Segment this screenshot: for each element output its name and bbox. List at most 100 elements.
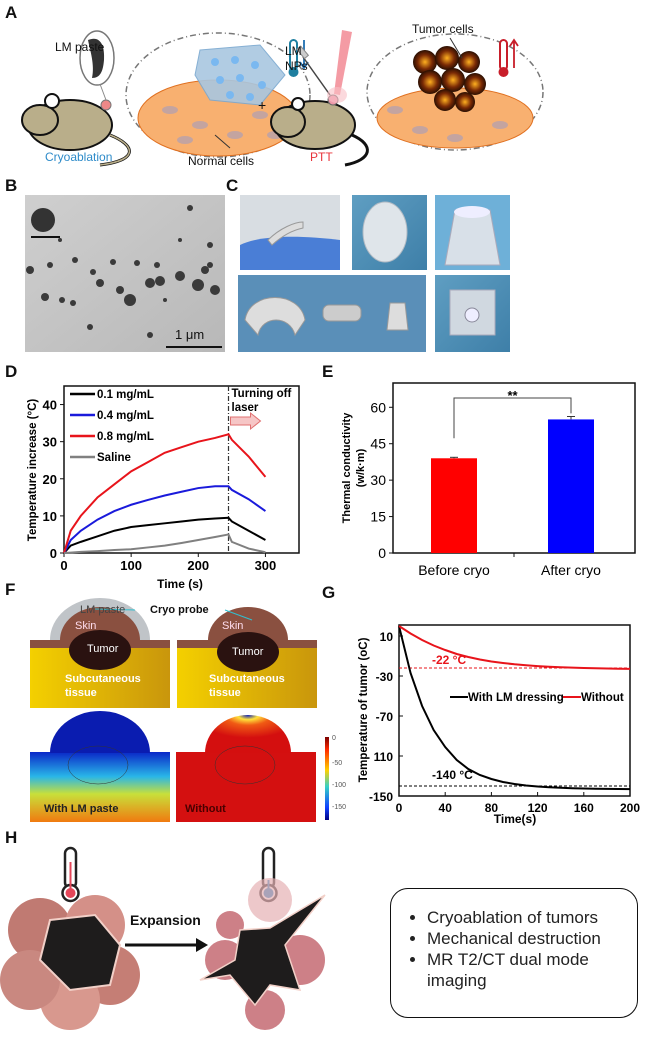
- normal-cells-pointer: [214, 134, 231, 149]
- panel-label-g: G: [322, 583, 336, 602]
- y-tick-label-e: 45: [370, 436, 386, 452]
- x-tick-label-g: 80: [485, 801, 499, 815]
- expansion-arrow: [125, 938, 208, 952]
- y-axis-label-d: Temperature increase (°C): [27, 399, 39, 542]
- significance-bracket: [453, 397, 572, 439]
- legend-label-g: Without: [581, 692, 624, 704]
- with-lm-paste-label: With LM paste: [44, 803, 119, 815]
- skin-label-left: Skin: [75, 620, 97, 632]
- series-line-d: [63, 433, 267, 554]
- plot-frame-d: [63, 385, 300, 554]
- arrow-icon: [230, 411, 262, 431]
- schematic-with-lm-paste: [30, 598, 170, 708]
- legend-label-d: 0.8 mg/mL: [97, 431, 154, 443]
- outcomes-box: Cryoablation of tumors Mechanical destru…: [390, 888, 638, 1018]
- colorbar-tick: -100: [332, 782, 347, 789]
- plot-frame-e: [392, 382, 636, 554]
- plot-frame-g: [398, 624, 631, 797]
- y-tick-label-e: 0: [378, 545, 386, 561]
- series-line-d: [63, 533, 266, 554]
- y-tick-label-d: 20: [43, 472, 57, 487]
- normal-cells-label: Normal cells: [188, 154, 255, 168]
- reference-label: -22 °C: [432, 653, 466, 667]
- nanoparticle: [70, 300, 76, 306]
- bar-after-cryo: [548, 419, 594, 553]
- expansion-label: Expansion: [130, 912, 201, 928]
- y-tick-label-g: -150: [369, 790, 393, 804]
- category-label-e: Before cryo: [418, 562, 490, 578]
- y-tick-label-d: 10: [43, 509, 57, 524]
- nanoparticle: [155, 276, 165, 286]
- y-tick-label-g: 10: [380, 630, 394, 644]
- series-line-g: [398, 625, 631, 791]
- nanoparticle: [201, 266, 209, 274]
- nanoparticle: [192, 279, 204, 291]
- lm-paste-label: LM paste: [55, 40, 105, 54]
- nanoparticle: [116, 286, 124, 294]
- bullet-item: Cryoablation of tumors: [427, 907, 627, 928]
- photo-cube: [435, 275, 510, 352]
- nanoparticle: [59, 297, 65, 303]
- nanoparticle: [41, 293, 49, 301]
- subcutaneous-label-right: Subcutaneous tissue: [209, 672, 285, 700]
- colorbar: [325, 737, 329, 820]
- bullet-item: Mechanical destruction: [427, 928, 627, 949]
- tumor-before: [0, 895, 140, 1030]
- x-tick-label-g: 0: [396, 801, 403, 815]
- cryo-probe-label: Cryo probe: [150, 604, 209, 616]
- y-tick-label-e: 60: [370, 399, 386, 415]
- without-label: Without: [185, 803, 226, 815]
- tissue-text: tissue: [209, 687, 241, 699]
- category-label-e: After cryo: [541, 562, 601, 578]
- photo-glove: [240, 195, 340, 270]
- tumor-cells-label: Tumor cells: [412, 22, 474, 36]
- bullet-item: MR T2/CT dual mode imaging: [427, 949, 627, 991]
- panel-label-d: D: [5, 362, 18, 381]
- y-tick-label-g: 110: [374, 750, 394, 764]
- x-tick-label-d: 100: [120, 558, 142, 573]
- colorbar-tick: -50: [332, 760, 343, 767]
- y-tick-label-d: 40: [43, 398, 57, 413]
- subcutaneous-label-left: Subcutaneous tissue: [65, 672, 141, 700]
- cryoablation-label: Cryoablation: [45, 150, 113, 164]
- nanoparticle: [72, 257, 78, 263]
- subcutaneous-text: Subcutaneous: [209, 673, 285, 685]
- nanoparticle: [147, 332, 153, 338]
- nanoparticle: [26, 266, 34, 274]
- photo-cone: [435, 195, 510, 270]
- nanoparticle: [58, 238, 62, 242]
- syringe-icon: [296, 45, 331, 96]
- x-tick-label-d: 300: [255, 558, 277, 573]
- x-tick-label-g: 160: [574, 801, 594, 815]
- nanoparticle: [178, 238, 182, 242]
- subcutaneous-text: Subcutaneous: [65, 673, 141, 685]
- nanoparticle: [154, 262, 160, 268]
- nanoparticle: [87, 324, 93, 330]
- y-tick-label-e: 15: [370, 509, 386, 525]
- schematic-without: [177, 607, 317, 708]
- panel-label-e: E: [322, 362, 334, 381]
- nanoparticle: [207, 262, 213, 268]
- thermometer-hot-icon: [498, 38, 519, 77]
- x-axis-label-g: Time(s): [494, 812, 536, 826]
- panel-label-c: C: [226, 176, 239, 195]
- lm-nps-label-1: LM: [285, 44, 302, 58]
- heatmap-without: [176, 715, 316, 822]
- annotation-text: laser: [232, 402, 259, 414]
- cryo-normal-cells-ellipse: [125, 32, 311, 158]
- mouse-cryoablation: [21, 93, 131, 167]
- tissue-text: tissue: [65, 687, 97, 699]
- panel-label-a: A: [5, 3, 18, 22]
- laser-beam: [327, 30, 352, 103]
- nanoparticle: [96, 279, 104, 287]
- significance-marker: **: [507, 388, 518, 403]
- ptt-label: PTT: [310, 150, 333, 164]
- y-tick-label-g: -30: [376, 670, 394, 684]
- scale-bar-label: 1 μm: [175, 327, 205, 342]
- mouse-ptt: [270, 94, 369, 167]
- legend-label-g: With LM dressing: [468, 692, 564, 704]
- y-axis-label-e-unit: (w/k·m): [355, 448, 367, 487]
- y-tick-label-e: 30: [370, 472, 386, 488]
